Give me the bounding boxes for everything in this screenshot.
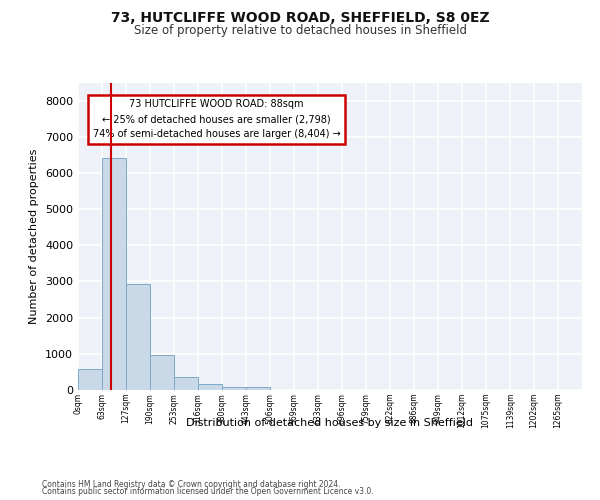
Bar	[150, 354, 174, 390]
Bar	[78, 370, 102, 390]
Text: 73 HUTCLIFFE WOOD ROAD: 88sqm
← 25% of detached houses are smaller (2,798)
74% o: 73 HUTCLIFFE WOOD ROAD: 88sqm ← 25% of d…	[93, 100, 340, 139]
Bar	[198, 384, 222, 390]
Bar	[174, 378, 198, 390]
Text: Distribution of detached houses by size in Sheffield: Distribution of detached houses by size …	[187, 418, 473, 428]
Text: 73, HUTCLIFFE WOOD ROAD, SHEFFIELD, S8 0EZ: 73, HUTCLIFFE WOOD ROAD, SHEFFIELD, S8 0…	[110, 11, 490, 25]
Bar	[222, 386, 246, 390]
Y-axis label: Number of detached properties: Number of detached properties	[29, 148, 40, 324]
Bar	[126, 284, 150, 390]
Bar	[102, 158, 126, 390]
Text: Contains public sector information licensed under the Open Government Licence v3: Contains public sector information licen…	[42, 487, 374, 496]
Text: Contains HM Land Registry data © Crown copyright and database right 2024.: Contains HM Land Registry data © Crown c…	[42, 480, 341, 489]
Text: Size of property relative to detached houses in Sheffield: Size of property relative to detached ho…	[133, 24, 467, 37]
Bar	[246, 387, 270, 390]
